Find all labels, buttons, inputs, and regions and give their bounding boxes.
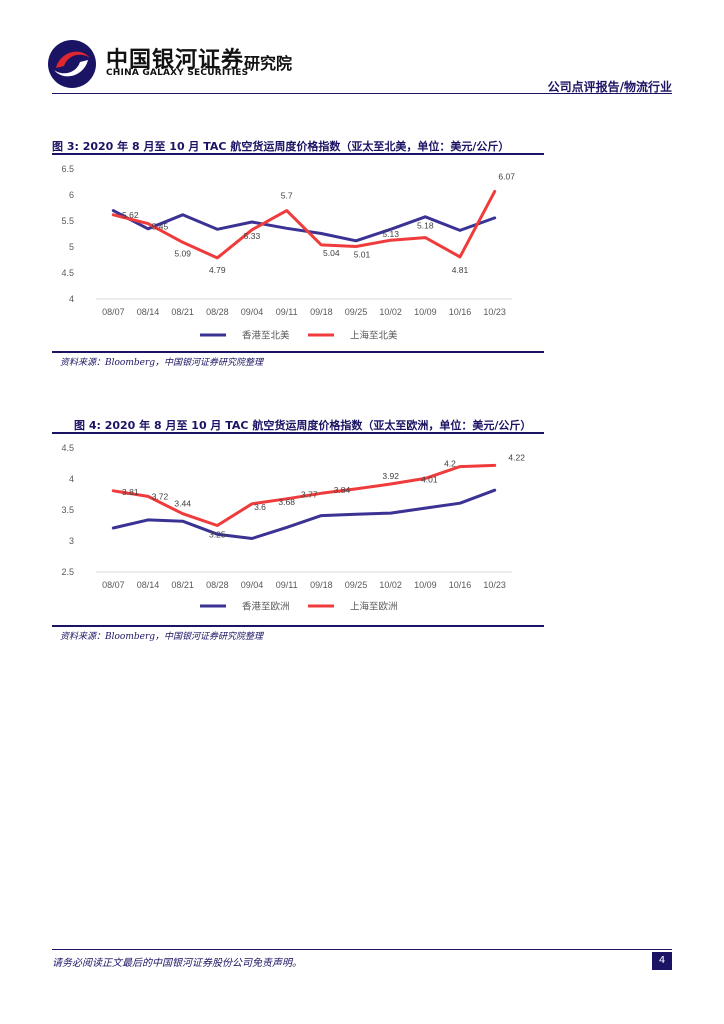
data-label: 5.01 bbox=[354, 249, 371, 259]
legend-label: 香港至北美 bbox=[242, 330, 290, 342]
footer-disclaimer: 请务必阅读正文最后的中国银河证券股份公司免责声明。 bbox=[52, 958, 302, 969]
figure-4-title: 图 4: 2020 年 8 月至 10 月 TAC 航空货运周度价格指数（亚太至… bbox=[74, 419, 532, 432]
y-tick-label: 4.5 bbox=[61, 268, 74, 278]
data-label: 4.22 bbox=[508, 452, 525, 462]
data-label: 3.84 bbox=[334, 485, 351, 495]
x-tick-label: 10/09 bbox=[414, 580, 437, 590]
figure-4-bottom-rule bbox=[52, 625, 544, 627]
figure-4-chart: 2.5 3 3.5 4 4.5 08/07 08/14 08/21 08/28 09/04 09/1… bbox=[56, 436, 546, 622]
x-tick-label: 10/09 bbox=[414, 307, 437, 317]
legend-label: 上海至欧洲 bbox=[350, 601, 398, 613]
y-tick-label: 2.5 bbox=[61, 567, 74, 577]
data-label: 3.72 bbox=[152, 491, 169, 501]
series-line-hongkong bbox=[111, 209, 497, 243]
footer-divider bbox=[52, 949, 672, 950]
data-label: 3.92 bbox=[382, 471, 399, 481]
y-tick-label: 6.5 bbox=[61, 164, 74, 174]
x-tick-label: 08/28 bbox=[206, 307, 229, 317]
y-tick-label: 4 bbox=[69, 474, 74, 484]
data-label: 4.2 bbox=[444, 459, 456, 469]
series-line-hongkong bbox=[111, 488, 497, 540]
x-tick-label: 08/07 bbox=[102, 307, 125, 317]
y-tick-label: 4 bbox=[69, 294, 74, 304]
company-logo: 中国银河证券 CHINA GALAXY SECURITIES 研究院 bbox=[30, 34, 310, 94]
page-number: 4 bbox=[652, 952, 672, 970]
data-label: 3.68 bbox=[278, 497, 295, 507]
x-tick-label: 08/07 bbox=[102, 580, 125, 590]
galaxy-logo-icon bbox=[48, 40, 96, 88]
y-tick-label: 4.5 bbox=[61, 443, 74, 453]
data-label: 3.81 bbox=[122, 487, 139, 497]
data-label: 4.79 bbox=[209, 265, 226, 275]
data-label: 5.18 bbox=[417, 221, 434, 231]
data-label: 6.07 bbox=[498, 171, 515, 181]
figure-3-bottom-rule bbox=[52, 351, 544, 353]
institute-name: 研究院 bbox=[244, 54, 293, 73]
series-line-shanghai bbox=[111, 463, 497, 527]
y-tick-label: 3.5 bbox=[61, 505, 74, 515]
x-tick-label: 09/11 bbox=[276, 580, 298, 590]
data-label: 4.81 bbox=[452, 265, 469, 275]
figure-4-source: 资料来源：Bloomberg，中国银河证券研究院整理 bbox=[60, 632, 264, 642]
series-line-shanghai bbox=[111, 189, 497, 260]
y-tick-label: 5 bbox=[69, 242, 74, 252]
x-tick-label: 09/18 bbox=[310, 307, 333, 317]
data-label: 3.44 bbox=[174, 499, 191, 509]
x-tick-label: 08/28 bbox=[206, 580, 229, 590]
x-tick-label: 10/23 bbox=[483, 307, 506, 317]
data-label: 5.62 bbox=[122, 210, 139, 220]
report-category: 公司点评报告/物流行业 bbox=[547, 80, 672, 94]
x-tick-label: 10/16 bbox=[449, 307, 472, 317]
y-tick-label: 5.5 bbox=[61, 216, 74, 226]
x-tick-label: 10/23 bbox=[483, 580, 506, 590]
data-label: 3.6 bbox=[254, 502, 266, 512]
figure-4-top-rule bbox=[52, 432, 544, 434]
x-tick-label: 08/14 bbox=[137, 580, 160, 590]
data-label: 5.04 bbox=[323, 248, 340, 258]
x-tick-label: 10/02 bbox=[379, 307, 402, 317]
data-label: 5.09 bbox=[174, 248, 191, 258]
logo-english-name: CHINA GALAXY SECURITIES bbox=[106, 68, 249, 78]
x-tick-label: 10/16 bbox=[449, 580, 472, 590]
header-divider bbox=[52, 93, 672, 94]
x-tick-label: 08/21 bbox=[171, 580, 194, 590]
legend-label: 香港至欧洲 bbox=[242, 601, 290, 613]
x-tick-label: 08/14 bbox=[137, 307, 160, 317]
data-label: 5.7 bbox=[281, 191, 293, 201]
x-tick-label: 09/04 bbox=[241, 580, 264, 590]
x-tick-label: 08/21 bbox=[171, 307, 194, 317]
figure-3-chart: 4 4.5 5 5.5 6 6.5 08/07 08/14 08/21 08/28 09/04 09/… bbox=[56, 156, 546, 350]
x-tick-label: 09/18 bbox=[310, 580, 333, 590]
data-label: 3.25 bbox=[209, 530, 226, 540]
x-tick-label: 10/02 bbox=[379, 580, 402, 590]
x-tick-label: 09/11 bbox=[276, 307, 298, 317]
figure-4-svg: 2.5 3 3.5 4 4.5 08/07 08/14 08/21 08/28 09/04 09/1… bbox=[61, 443, 525, 613]
x-tick-label: 09/04 bbox=[241, 307, 264, 317]
y-tick-label: 3 bbox=[69, 536, 74, 546]
data-label: 5.45 bbox=[152, 222, 169, 232]
y-tick-label: 6 bbox=[69, 190, 74, 200]
figure-3-svg: 4 4.5 5 5.5 6 6.5 08/07 08/14 08/21 08/28 09/04 09/… bbox=[61, 164, 515, 342]
logo-chinese-name: 中国银河证券 bbox=[106, 48, 245, 73]
legend-label: 上海至北美 bbox=[350, 330, 398, 342]
figure-3-top-rule bbox=[52, 153, 544, 155]
data-label: 5.13 bbox=[382, 229, 399, 239]
figure-3-title: 图 3: 2020 年 8 月至 10 月 TAC 航空货运周度价格指数（亚太至… bbox=[52, 140, 510, 153]
data-label: 5.33 bbox=[244, 231, 261, 241]
x-tick-label: 09/25 bbox=[345, 307, 368, 317]
figure-3-source: 资料来源：Bloomberg，中国银河证券研究院整理 bbox=[60, 358, 264, 368]
data-label: 4.01 bbox=[421, 474, 438, 484]
data-label: 3.77 bbox=[301, 489, 318, 499]
x-tick-label: 09/25 bbox=[345, 580, 368, 590]
